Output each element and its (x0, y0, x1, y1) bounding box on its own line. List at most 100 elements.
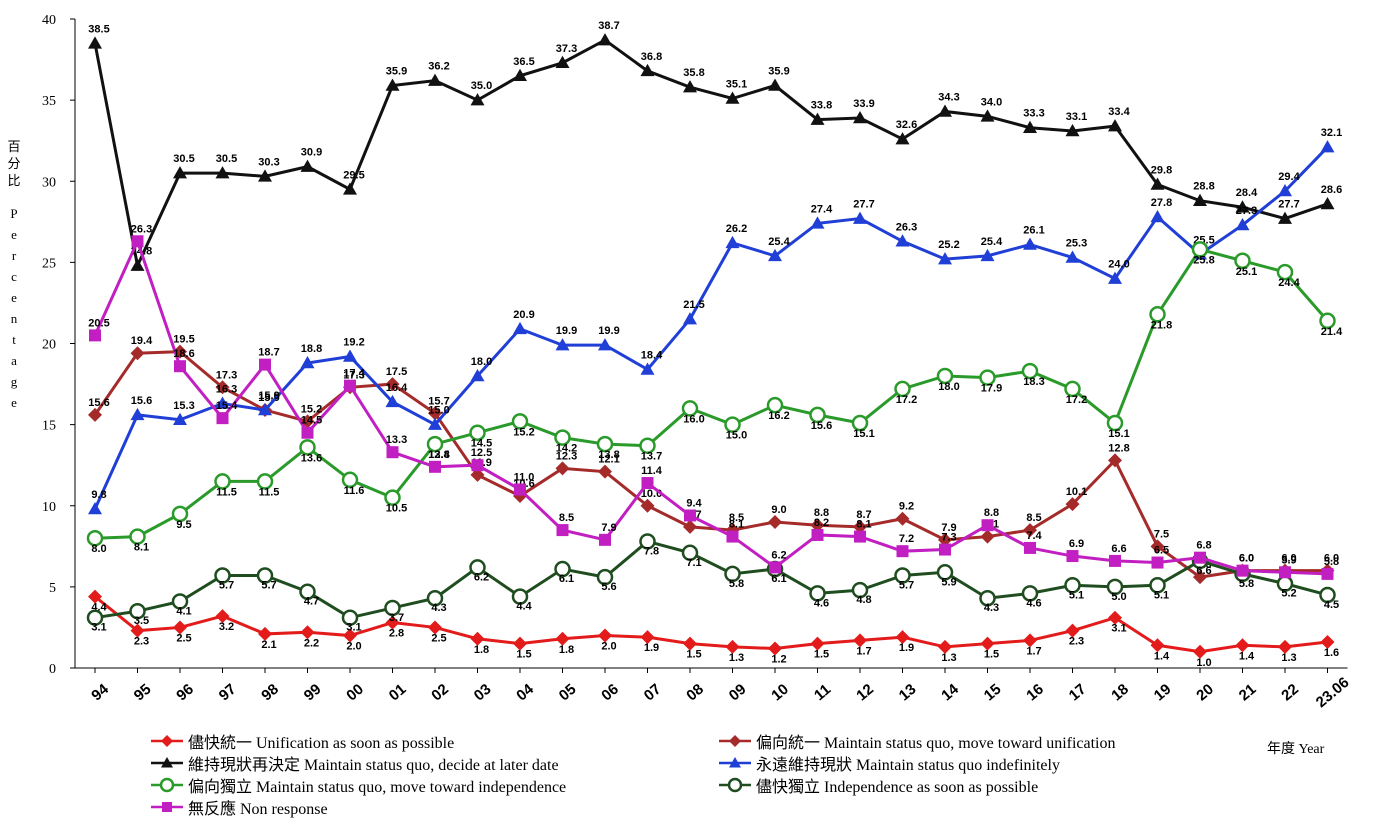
legend-item: 永遠維持現狀 Maintain status quo indefinitely (718, 752, 1060, 774)
data-point (173, 166, 187, 179)
data-label: 12.1 (598, 454, 619, 466)
data-point (725, 235, 740, 249)
data-point (173, 620, 187, 635)
data-label: 15.7 (428, 395, 449, 407)
data-point (729, 757, 741, 768)
data-label: 6.6 (1111, 543, 1126, 555)
data-label: 35.1 (726, 79, 747, 91)
data-point (131, 235, 144, 248)
data-label: 6.5 (1154, 545, 1169, 557)
x-tick-label: 00 (343, 681, 367, 705)
x-tick-label: 22 (1278, 681, 1302, 705)
data-label: 6.0 (1281, 553, 1296, 565)
data-point (598, 33, 612, 46)
data-label: 36.2 (428, 61, 449, 73)
data-point (88, 589, 102, 604)
data-label: 1.8 (474, 644, 489, 656)
data-label: 5.6 (601, 581, 616, 593)
data-point (511, 588, 529, 605)
data-point (1276, 263, 1294, 281)
data-label: 8.1 (856, 519, 871, 531)
data-point (216, 412, 229, 425)
data-label: 12.3 (556, 450, 577, 462)
data-point (1193, 193, 1207, 206)
data-point (258, 403, 272, 416)
data-point (129, 602, 146, 620)
data-point (641, 477, 654, 490)
data-label: 36.8 (641, 51, 662, 63)
data-label: 5.1 (1069, 589, 1084, 601)
data-point (300, 159, 315, 172)
data-label: 2.8 (389, 628, 404, 640)
data-label: 9.4 (686, 497, 702, 509)
data-point (640, 498, 655, 513)
data-label: 27.4 (811, 203, 833, 215)
data-point (1149, 306, 1166, 323)
x-tick-label: 17 (1066, 681, 1090, 705)
data-label: 7.9 (941, 522, 956, 534)
data-point (300, 355, 315, 369)
data-point (341, 471, 359, 489)
y-tick-label: 30 (42, 175, 56, 190)
data-label: 19.5 (173, 334, 194, 346)
data-point (300, 625, 315, 640)
data-label: 3.7 (389, 612, 404, 624)
data-label: 29.5 (343, 169, 364, 181)
data-label: 4.6 (814, 597, 829, 609)
legend-swatch (151, 735, 183, 747)
data-point (171, 593, 189, 610)
data-point (896, 545, 909, 558)
data-point (1234, 252, 1251, 270)
data-point (894, 567, 911, 584)
data-label: 11.6 (344, 485, 365, 497)
x-tick-label: 01 (386, 681, 410, 705)
y-tick-label: 35 (42, 94, 56, 109)
data-label: 30.5 (216, 153, 237, 165)
data-point (681, 400, 699, 417)
data-point (429, 460, 441, 473)
data-label: 29.8 (1151, 164, 1172, 176)
data-point (853, 211, 867, 224)
data-point (768, 514, 782, 529)
data-point (555, 461, 570, 476)
data-point (513, 321, 527, 335)
series-0: 4.4 2.3 2.5 3.2 2.1 2.2 2.0 2.8 2.5 1.8 1.5 1.8 2.0 1… (88, 589, 1339, 669)
data-point (1278, 211, 1292, 224)
data-point (810, 518, 825, 533)
data-point (598, 464, 612, 479)
data-point (428, 406, 442, 421)
data-point (385, 615, 400, 630)
x-tick-label: 18 (1108, 681, 1132, 705)
data-point (1065, 497, 1080, 512)
data-label: 16.2 (768, 410, 789, 422)
data-point (1021, 362, 1039, 380)
x-tick-label: 97 (216, 681, 240, 705)
data-label: 32.1 (1321, 127, 1342, 139)
data-label: 8.8 (984, 507, 999, 519)
legend-item: 偏向統一 Maintain status quo, move toward un… (718, 730, 1116, 752)
data-point (640, 63, 655, 77)
y-axis-label-cn: 百分比 (7, 139, 21, 188)
data-label: 7.3 (941, 532, 956, 544)
data-label: 37.3 (556, 43, 577, 55)
data-point (428, 620, 442, 635)
data-label: 15.0 (428, 405, 449, 417)
data-label: 25.4 (768, 236, 790, 248)
data-point (215, 609, 230, 624)
data-point (511, 413, 529, 430)
x-tick-label: 23.06 (1313, 674, 1353, 711)
y-tick-label: 0 (49, 662, 56, 677)
data-label: 15.6 (88, 397, 109, 409)
data-point (938, 532, 952, 547)
data-label: 1.5 (814, 649, 829, 661)
data-point (768, 248, 782, 262)
data-label: 15.6 (811, 420, 832, 432)
data-point (1278, 639, 1292, 654)
data-point (470, 368, 485, 382)
data-label: 18.6 (173, 348, 194, 360)
data-label: 11.5 (216, 486, 237, 498)
data-label: 6.1 (771, 573, 786, 585)
legend-label: 永遠維持現狀 Maintain status quo indefinitely (756, 757, 1060, 774)
data-point (809, 406, 826, 424)
data-point (809, 585, 826, 602)
